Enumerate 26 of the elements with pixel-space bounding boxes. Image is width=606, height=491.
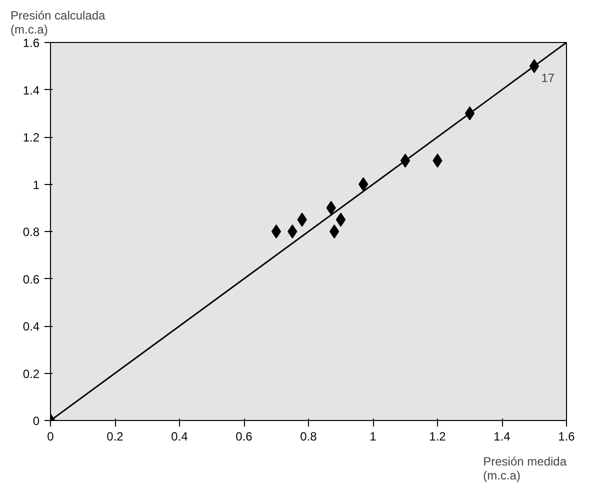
x-tick-label: 1.2	[429, 430, 446, 444]
x-tick-label: 0.6	[236, 430, 253, 444]
y-tick-label: 1	[32, 178, 40, 192]
x-tick-label: 0	[47, 430, 54, 444]
point	[271, 224, 282, 238]
x-tick-label: 0.2	[106, 430, 124, 444]
annotation: 17	[541, 71, 555, 86]
x-axis-title: Presión medida (m.c.a)	[483, 454, 567, 482]
point	[288, 224, 298, 238]
y-tick-label: 1.2	[22, 130, 40, 144]
y-tick-label: 0.4	[22, 320, 40, 334]
x-tick-label: 0.4	[171, 430, 188, 444]
y-tick-label: 0.2	[22, 366, 40, 381]
point	[336, 212, 346, 227]
y-tick-label: 1.4	[22, 83, 40, 98]
y-tick-label: 0.6	[22, 272, 40, 286]
y-tick-label: 1.6	[22, 36, 40, 50]
x-tick-label: 1.4	[494, 430, 511, 444]
x-tick-label: 0.8	[300, 430, 318, 444]
point	[358, 177, 368, 192]
y-axis-title: Presión calculada (m.c.a)	[10, 8, 106, 36]
x-tick-label: 1.6	[558, 430, 576, 444]
y-tick-label: 0.8	[22, 225, 40, 239]
point	[329, 224, 340, 238]
x-tick-label: 1	[370, 430, 377, 444]
y-tick-label: 0	[32, 414, 40, 428]
